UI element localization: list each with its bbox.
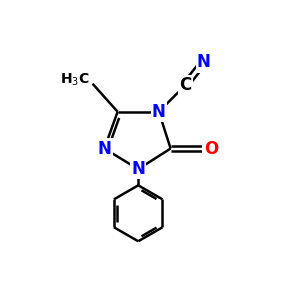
Text: N: N (152, 103, 166, 121)
Text: N: N (98, 140, 111, 158)
Text: O: O (204, 140, 218, 158)
Text: H$_3$C: H$_3$C (60, 72, 90, 88)
Text: N: N (197, 53, 211, 71)
Text: C: C (179, 76, 191, 94)
Text: N: N (131, 160, 145, 178)
